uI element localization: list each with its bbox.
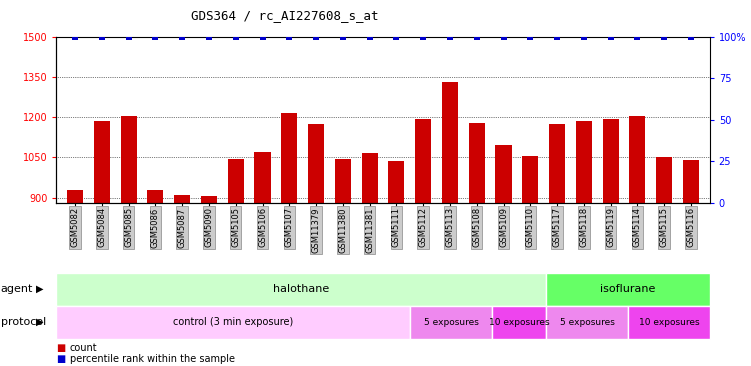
- Point: [497, 34, 509, 40]
- Text: 5 exposures: 5 exposures: [559, 318, 614, 326]
- Point: [471, 34, 483, 40]
- Bar: [410, 306, 492, 339]
- Point: [310, 34, 322, 40]
- Bar: [56, 306, 410, 339]
- Bar: [388, 161, 405, 366]
- Text: agent: agent: [1, 284, 33, 294]
- Bar: [628, 306, 710, 339]
- Point: [122, 34, 134, 40]
- Bar: [683, 160, 699, 366]
- Point: [391, 34, 403, 40]
- Point: [149, 34, 161, 40]
- Bar: [547, 306, 628, 339]
- Bar: [576, 121, 592, 366]
- Point: [578, 34, 590, 40]
- Point: [203, 34, 215, 40]
- Bar: [415, 119, 431, 366]
- Point: [337, 34, 349, 40]
- Text: 5 exposures: 5 exposures: [424, 318, 478, 326]
- Point: [176, 34, 189, 40]
- Bar: [496, 145, 511, 366]
- Bar: [492, 306, 547, 339]
- Text: isoflurane: isoflurane: [600, 284, 656, 294]
- Bar: [255, 152, 270, 366]
- Bar: [335, 159, 351, 366]
- Text: 10 exposures: 10 exposures: [489, 318, 550, 326]
- Text: halothane: halothane: [273, 284, 330, 294]
- Point: [417, 34, 429, 40]
- Bar: [442, 82, 458, 366]
- Point: [524, 34, 536, 40]
- Text: control (3 min exposure): control (3 min exposure): [173, 317, 294, 327]
- Text: GDS364 / rc_AI227608_s_at: GDS364 / rc_AI227608_s_at: [192, 9, 379, 22]
- Text: count: count: [70, 343, 98, 353]
- Bar: [602, 119, 619, 366]
- Bar: [549, 124, 565, 366]
- Point: [257, 34, 269, 40]
- Bar: [67, 190, 83, 366]
- Bar: [469, 123, 484, 366]
- Point: [230, 34, 242, 40]
- Bar: [282, 113, 297, 366]
- Bar: [522, 156, 538, 366]
- Text: ▶: ▶: [36, 284, 44, 294]
- Bar: [94, 121, 110, 366]
- Text: ▶: ▶: [36, 317, 44, 327]
- Bar: [147, 190, 164, 366]
- Bar: [656, 157, 672, 366]
- Point: [685, 34, 697, 40]
- Point: [605, 34, 617, 40]
- Bar: [308, 124, 324, 366]
- Text: 10 exposures: 10 exposures: [638, 318, 699, 326]
- Point: [363, 34, 376, 40]
- Text: protocol: protocol: [1, 317, 46, 327]
- Bar: [547, 273, 710, 306]
- Point: [658, 34, 670, 40]
- Bar: [201, 195, 217, 366]
- Bar: [629, 116, 645, 366]
- Point: [283, 34, 295, 40]
- Point: [444, 34, 456, 40]
- Text: ■: ■: [56, 343, 65, 353]
- Point: [632, 34, 644, 40]
- Bar: [361, 153, 378, 366]
- Text: ■: ■: [56, 354, 65, 364]
- Bar: [228, 159, 244, 366]
- Bar: [121, 116, 137, 366]
- Point: [69, 34, 81, 40]
- Text: percentile rank within the sample: percentile rank within the sample: [70, 354, 235, 364]
- Point: [551, 34, 563, 40]
- Bar: [56, 273, 547, 306]
- Bar: [174, 195, 190, 366]
- Point: [96, 34, 108, 40]
